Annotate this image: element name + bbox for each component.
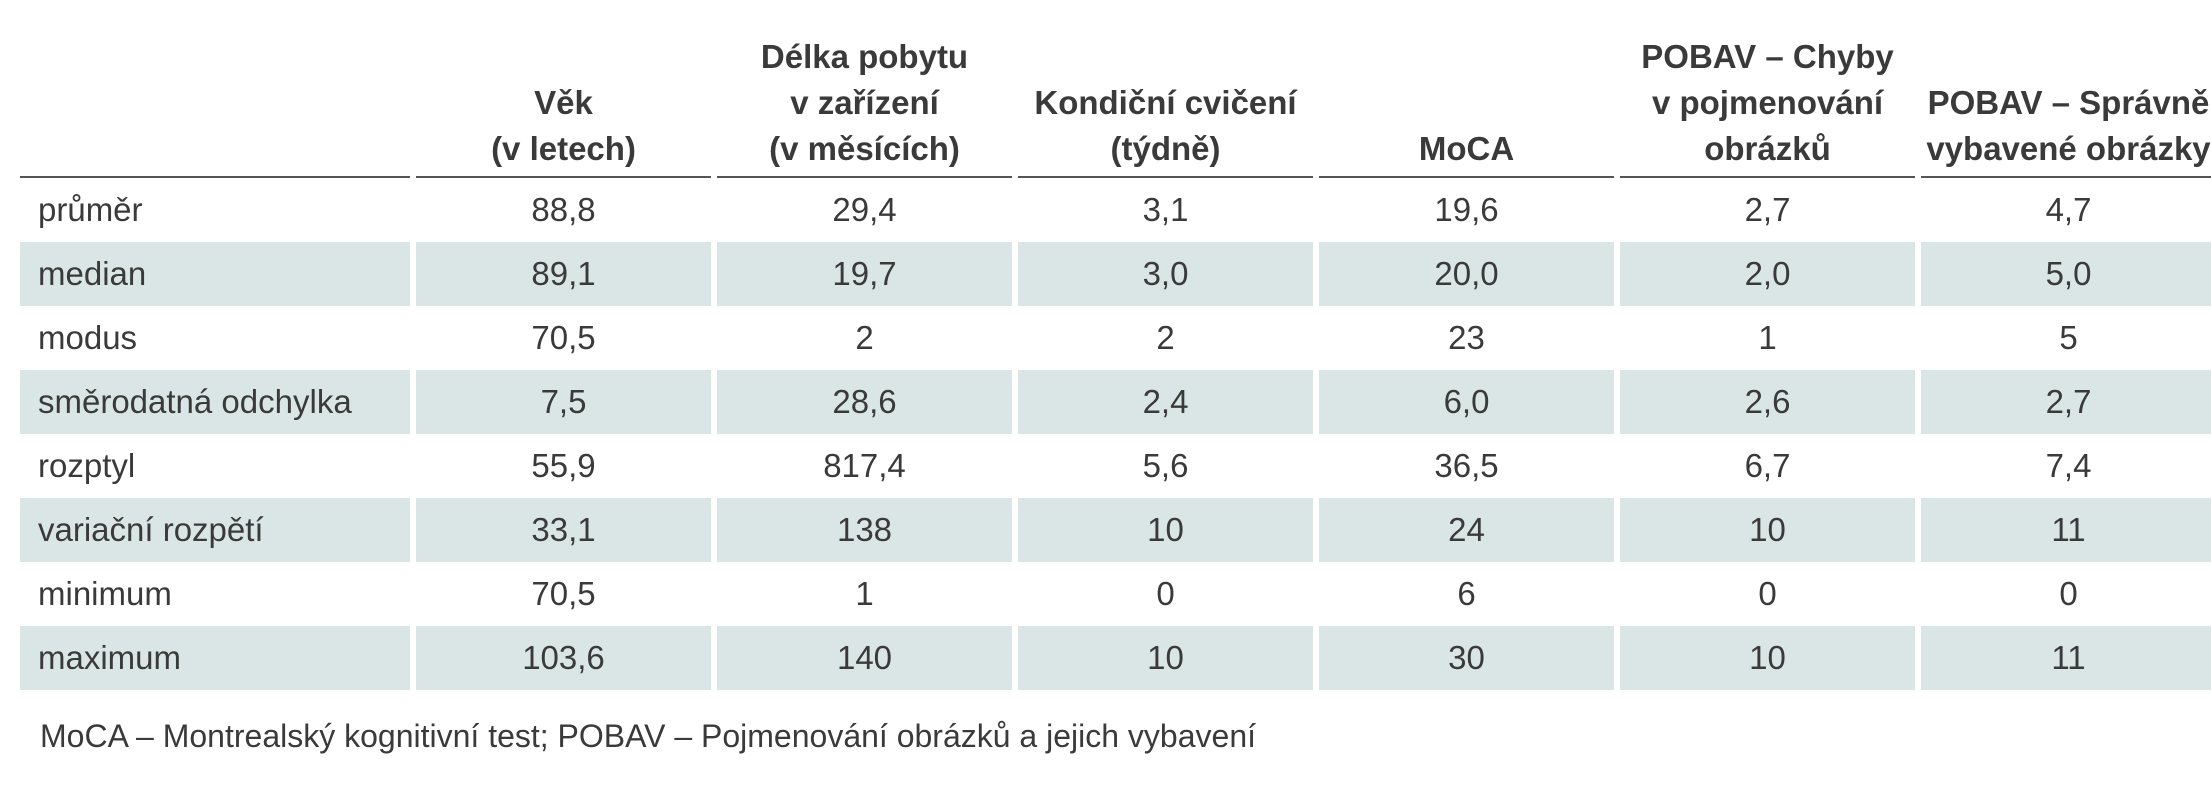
table-cell: 2 [1156, 319, 1175, 356]
table-cell: 0 [1156, 575, 1175, 612]
table-cell: 10 [1018, 626, 1313, 690]
header-row: Věk (v letech) Délka pobytu v zařízení (… [20, 0, 2211, 178]
table-cell: 6,0 [1319, 370, 1614, 434]
table-cell: 2,6 [1620, 370, 1915, 434]
table-cell: 0 [2059, 575, 2078, 612]
table-cell: 29,4 [832, 191, 897, 228]
table-cell: 1 [855, 575, 874, 612]
table-cell: 30 [1319, 626, 1614, 690]
table-row: modus 70,5 2 2 23 1 5 [20, 306, 2211, 370]
header-stay-length: Délka pobytu v zařízení (v měsících) [717, 0, 1012, 178]
header-empty [20, 0, 410, 178]
statistics-table-container: Věk (v letech) Délka pobytu v zařízení (… [20, 0, 2211, 690]
table-cell: 28,6 [717, 370, 1012, 434]
table-row: maximum 103,6 140 10 30 10 11 [20, 626, 2211, 690]
header-exercise: Kondiční cvičení (týdně) [1018, 0, 1313, 178]
table-cell: 89,1 [416, 242, 711, 306]
table-cell: 19,7 [717, 242, 1012, 306]
header-pobav-correct: POBAV – Správně vybavené obrázky [1921, 0, 2211, 178]
table-cell: 11 [1921, 498, 2211, 562]
table-cell: 6,7 [1744, 447, 1791, 484]
table-cell: 88,8 [531, 191, 596, 228]
row-label: median [20, 242, 410, 306]
table-cell: 140 [717, 626, 1012, 690]
row-label: modus [38, 319, 138, 356]
table-cell: 10 [1018, 498, 1313, 562]
table-cell: 138 [717, 498, 1012, 562]
table-cell: 2,0 [1620, 242, 1915, 306]
table-cell: 36,5 [1434, 447, 1499, 484]
table-cell: 5 [2059, 319, 2078, 356]
table-cell: 1 [1758, 319, 1777, 356]
header-moca: MoCA [1319, 0, 1614, 178]
table-cell: 55,9 [531, 447, 596, 484]
table-cell: 103,6 [416, 626, 711, 690]
table-cell: 4,7 [2045, 191, 2092, 228]
table-cell: 11 [1921, 626, 2211, 690]
table-row: median 89,1 19,7 3,0 20,0 2,0 5,0 [20, 242, 2211, 306]
table-cell: 6 [1457, 575, 1476, 612]
table-cell: 7,5 [416, 370, 711, 434]
table-footnote: MoCA – Montrealský kognitivní test; POBA… [40, 718, 1256, 754]
statistics-table: Věk (v letech) Délka pobytu v zařízení (… [14, 0, 2211, 690]
table-cell: 24 [1319, 498, 1614, 562]
table-cell: 20,0 [1319, 242, 1614, 306]
row-label: maximum [20, 626, 410, 690]
table-cell: 2,4 [1018, 370, 1313, 434]
table-cell: 5,0 [1921, 242, 2211, 306]
table-row: variační rozpětí 33,1 138 10 24 10 11 [20, 498, 2211, 562]
table-cell: 10 [1620, 498, 1915, 562]
table-row: průměr 88,8 29,4 3,1 19,6 2,7 4,7 [20, 178, 2211, 242]
row-label: směrodatná odchylka [20, 370, 410, 434]
header-age: Věk (v letech) [416, 0, 711, 178]
row-label: rozptyl [38, 447, 136, 484]
table-cell: 7,4 [2045, 447, 2092, 484]
table-cell: 33,1 [416, 498, 711, 562]
table-cell: 3,0 [1018, 242, 1313, 306]
table-cell: 2 [855, 319, 874, 356]
header-pobav-errors: POBAV – Chyby v pojmenování obrázků [1620, 0, 1915, 178]
table-cell: 70,5 [531, 319, 596, 356]
table-cell: 2,7 [1744, 191, 1791, 228]
table-cell: 23 [1448, 319, 1485, 356]
table-cell: 2,7 [1921, 370, 2211, 434]
table-cell: 3,1 [1142, 191, 1189, 228]
table-cell: 0 [1758, 575, 1777, 612]
table-row: minimum 70,5 1 0 6 0 0 [20, 562, 2211, 626]
table-cell: 19,6 [1434, 191, 1499, 228]
table-cell: 10 [1620, 626, 1915, 690]
row-label: průměr [38, 191, 143, 228]
row-label: variační rozpětí [20, 498, 410, 562]
table-cell: 5,6 [1142, 447, 1189, 484]
table-row: rozptyl 55,9 817,4 5,6 36,5 6,7 7,4 [20, 434, 2211, 498]
row-label: minimum [38, 575, 172, 612]
table-cell: 817,4 [823, 447, 906, 484]
table-row: směrodatná odchylka 7,5 28,6 2,4 6,0 2,6… [20, 370, 2211, 434]
table-cell: 70,5 [531, 575, 596, 612]
